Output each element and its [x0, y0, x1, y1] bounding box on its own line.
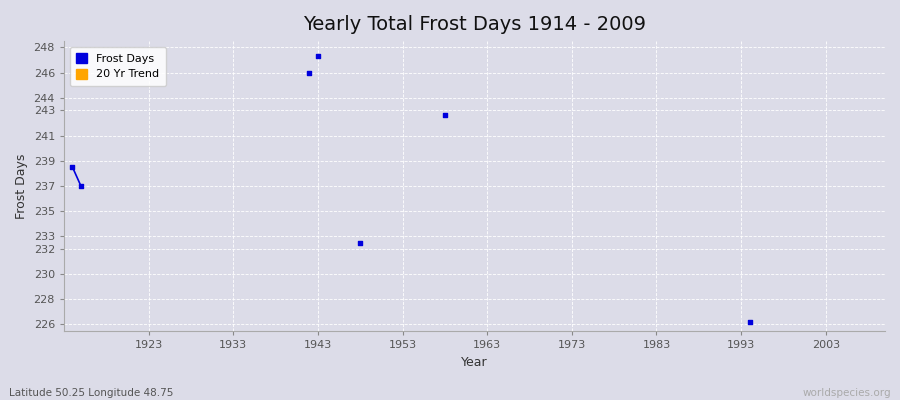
Point	[310, 53, 325, 60]
Point	[742, 319, 757, 325]
Legend: Frost Days, 20 Yr Trend: Frost Days, 20 Yr Trend	[69, 47, 166, 86]
Text: Latitude 50.25 Longitude 48.75: Latitude 50.25 Longitude 48.75	[9, 388, 174, 398]
Title: Yearly Total Frost Days 1914 - 2009: Yearly Total Frost Days 1914 - 2009	[303, 15, 646, 34]
Point	[74, 183, 88, 189]
Text: worldspecies.org: worldspecies.org	[803, 388, 891, 398]
Point	[353, 239, 367, 246]
Y-axis label: Frost Days: Frost Days	[15, 153, 28, 219]
X-axis label: Year: Year	[461, 356, 488, 369]
Point	[437, 112, 452, 119]
Point	[302, 69, 317, 76]
Point	[65, 164, 79, 170]
